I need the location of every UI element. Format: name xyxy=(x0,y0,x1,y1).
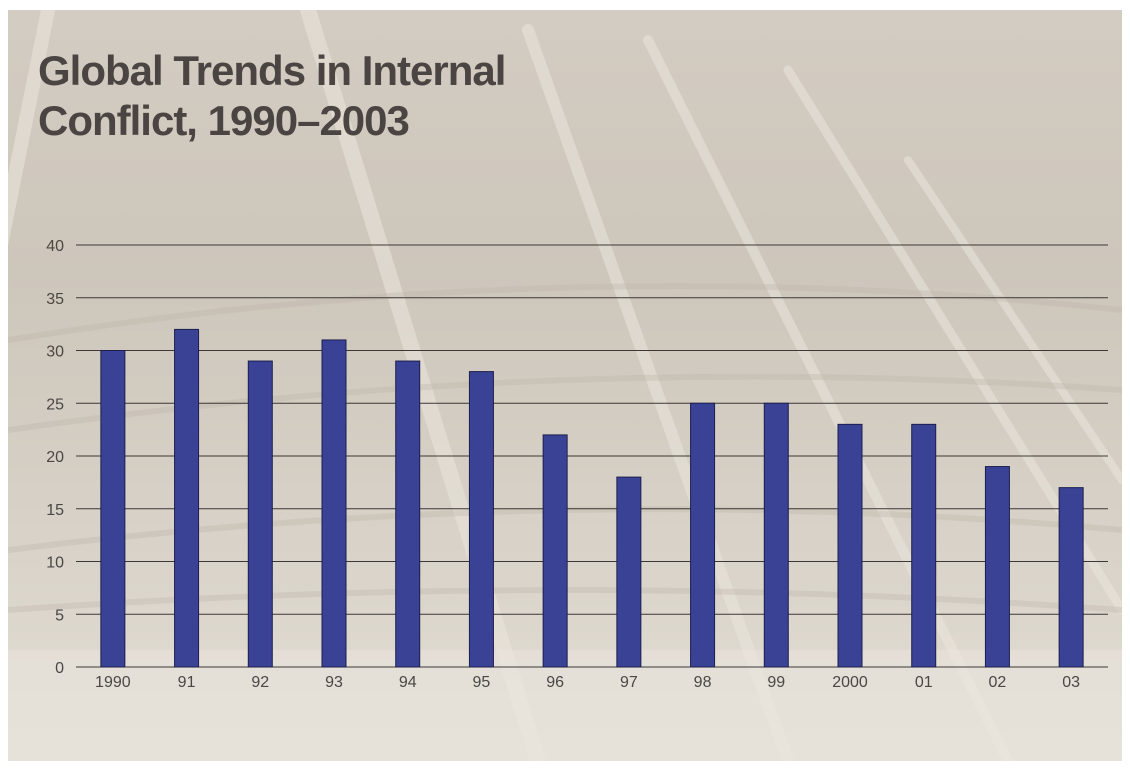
x-tick-label: 95 xyxy=(473,674,491,691)
x-tick-label: 03 xyxy=(1062,674,1080,691)
x-tick-label: 1990 xyxy=(95,674,131,691)
x-tick-label: 97 xyxy=(620,674,638,691)
x-tick-label: 96 xyxy=(546,674,564,691)
bar-01 xyxy=(911,423,937,668)
background-photo xyxy=(8,10,1122,761)
bar-chart: 0 5 10 15 20 25 30 35 40 1990 91 92 93 94 95 96 97 98 99 20… xyxy=(46,238,1108,691)
y-tick-label: 15 xyxy=(46,502,64,519)
bar-92 xyxy=(247,360,273,668)
bar-96 xyxy=(542,434,568,668)
bar-93 xyxy=(321,339,347,668)
x-tick-label: 94 xyxy=(399,674,417,691)
chart-title: Global Trends in Internal Conflict, 1990… xyxy=(38,47,506,144)
y-tick-label: 0 xyxy=(55,660,64,677)
x-tick-label: 98 xyxy=(694,674,712,691)
bar-97 xyxy=(616,476,642,668)
bar-2000 xyxy=(837,423,863,668)
bar-91 xyxy=(174,328,200,668)
bar-95 xyxy=(468,371,494,668)
bar-94 xyxy=(395,360,421,668)
y-tick-label: 30 xyxy=(46,344,64,361)
x-tick-label: 93 xyxy=(325,674,343,691)
bar-02 xyxy=(984,466,1010,668)
x-tick-label: 99 xyxy=(767,674,785,691)
bar-03 xyxy=(1058,487,1084,668)
y-tick-label: 40 xyxy=(46,238,64,255)
x-tick-label: 91 xyxy=(178,674,196,691)
slide: Global Trends in Internal Conflict, 1990… xyxy=(8,10,1122,761)
bar-99 xyxy=(763,402,789,668)
y-tick-label: 5 xyxy=(55,607,64,624)
x-tick-label: 92 xyxy=(251,674,269,691)
x-tick-label: 01 xyxy=(915,674,933,691)
y-tick-label: 10 xyxy=(46,555,64,572)
bar-1990 xyxy=(100,350,126,668)
y-tick-label: 25 xyxy=(46,396,64,413)
x-tick-label: 2000 xyxy=(832,674,868,691)
x-tick-label: 02 xyxy=(989,674,1007,691)
y-tick-label: 35 xyxy=(46,291,64,308)
y-tick-label: 20 xyxy=(46,449,64,466)
bar-98 xyxy=(690,402,716,668)
